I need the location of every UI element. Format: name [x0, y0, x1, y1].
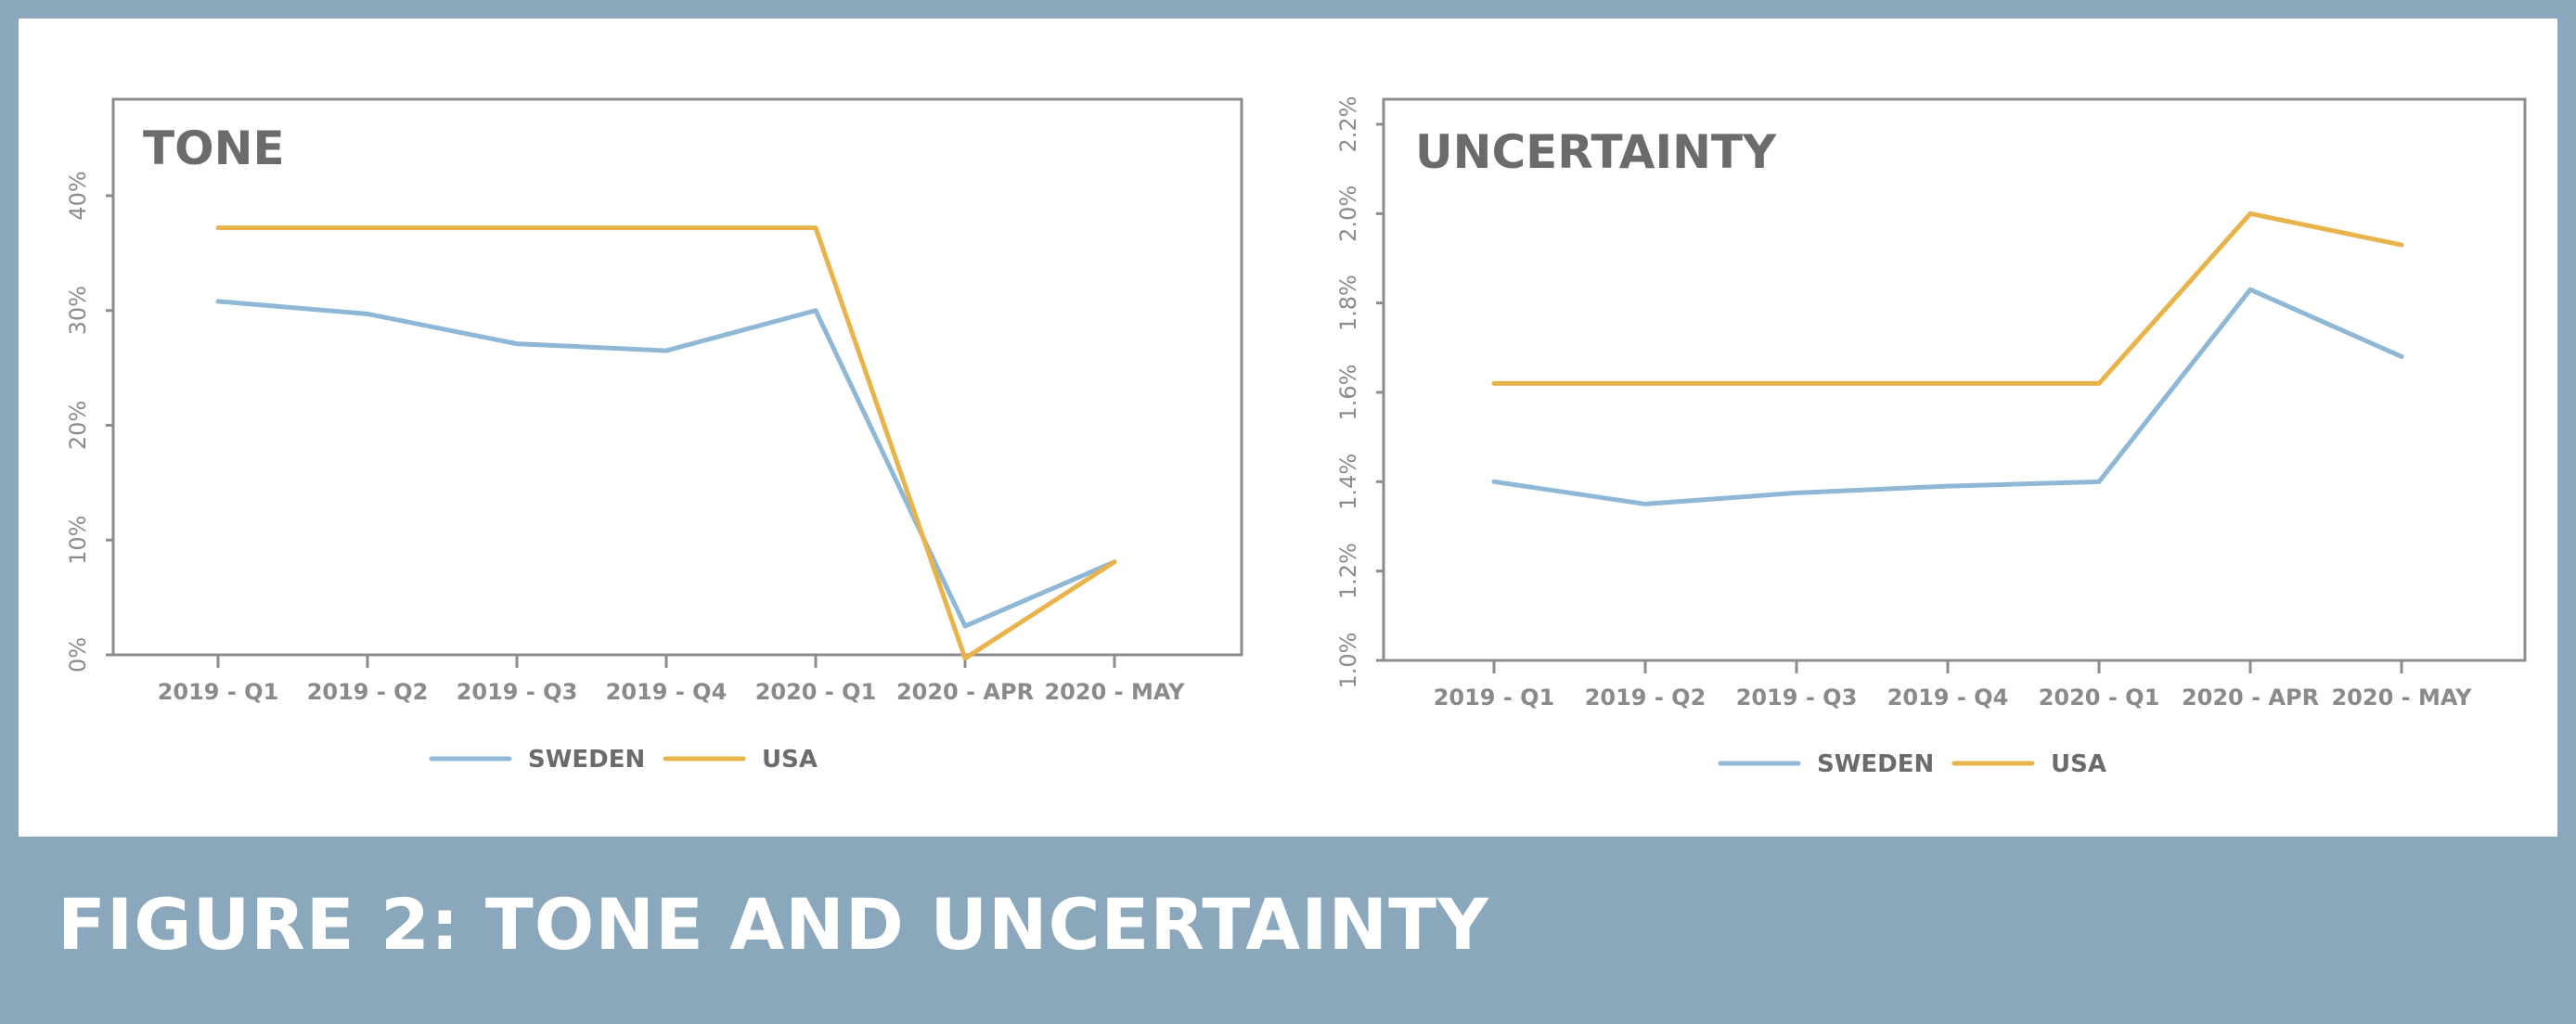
chart-tone-legend-label-usa: USA [762, 746, 818, 774]
chart-uncertainty-y-tick-label: 1.8% [1335, 275, 1361, 331]
figure-panel: TONE 0% 10% 20% 30% 40% 2019 - Q1 2019 - Q2 2019… [19, 19, 2557, 837]
chart-uncertainty-title: UNCERTAINTY [1415, 125, 1777, 179]
chart-tone-plot-frame [111, 97, 1243, 657]
chart-tone-series-usa-line [215, 225, 1117, 661]
chart-tone: TONE 0% 10% 20% 30% 40% 2019 - Q1 2019 - Q2 2019… [65, 97, 1243, 774]
chart-uncertainty-x-tick-label: 2019 - Q2 [1585, 685, 1707, 710]
chart-uncertainty-x-tick-label: 2019 - Q1 [1434, 685, 1555, 710]
chart-tone-legend: SWEDEN USA [429, 746, 818, 774]
chart-tone-legend-label-sweden: SWEDEN [528, 746, 645, 774]
chart-uncertainty-legend: SWEDEN USA [1718, 750, 2106, 778]
chart-uncertainty-x-tick-label: 2020 - Q1 [2039, 685, 2160, 710]
chart-tone-y-tick-label: 30% [65, 286, 91, 335]
chart-uncertainty-legend-label-usa: USA [2051, 750, 2106, 778]
chart-tone-x-tick-label: 2019 - Q3 [457, 679, 578, 705]
chart-tone-y-tick-label: 20% [65, 401, 91, 450]
chart-uncertainty-legend-label-sweden: SWEDEN [1817, 750, 1934, 778]
chart-uncertainty-y-tick-label: 1.6% [1335, 365, 1361, 421]
chart-tone-y-tick-label: 40% [65, 171, 91, 220]
chart-uncertainty-y-tick-label: 1.4% [1335, 454, 1361, 510]
chart-uncertainty-x-tick-label: 2019 - Q3 [1736, 685, 1858, 710]
chart-uncertainty-series-sweden-line [1491, 287, 2404, 506]
chart-tone-series-sweden-line [215, 299, 1117, 629]
chart-uncertainty-x-tick-label: 2019 - Q4 [1887, 685, 2009, 710]
chart-uncertainty-y-tick-label: 2.2% [1335, 96, 1361, 153]
chart-tone-x-tick-label: 2020 - APR [896, 679, 1034, 705]
chart-tone-title: TONE [143, 122, 285, 175]
chart-tone-x-tick-label: 2019 - Q4 [606, 679, 728, 705]
chart-uncertainty-y-tick-label: 1.0% [1335, 633, 1361, 689]
chart-uncertainty-plot-frame [1382, 97, 2527, 662]
chart-tone-x-tick-label: 2020 - Q1 [755, 679, 877, 705]
chart-tone-x-tick-label: 2020 - MAY [1044, 679, 1185, 705]
chart-uncertainty: UNCERTAINTY 1.0% 1.2% 1.4% 1.6% 1.8% 2.0% 2.2% 2… [1335, 96, 2527, 778]
chart-tone-x-tick-label: 2019 - Q2 [307, 679, 429, 705]
figure-caption: FIGURE 2: TONE AND UNCERTAINTY [58, 883, 1489, 966]
chart-uncertainty-y-tick-label: 1.2% [1335, 543, 1361, 599]
chart-uncertainty-x-tick-label: 2020 - MAY [2331, 685, 2472, 710]
chart-uncertainty-series-usa-line [1491, 211, 2404, 386]
chart-tone-y-tick-label: 10% [65, 516, 91, 565]
chart-uncertainty-x-tick-label: 2020 - APR [2182, 685, 2319, 710]
charts-canvas: TONE 0% 10% 20% 30% 40% 2019 - Q1 2019 - Q2 2019… [65, 96, 2527, 778]
chart-uncertainty-y-tick-label: 2.0% [1335, 186, 1361, 242]
chart-tone-x-tick-label: 2019 - Q1 [158, 679, 279, 705]
chart-tone-y-tick-label: 0% [65, 637, 91, 672]
